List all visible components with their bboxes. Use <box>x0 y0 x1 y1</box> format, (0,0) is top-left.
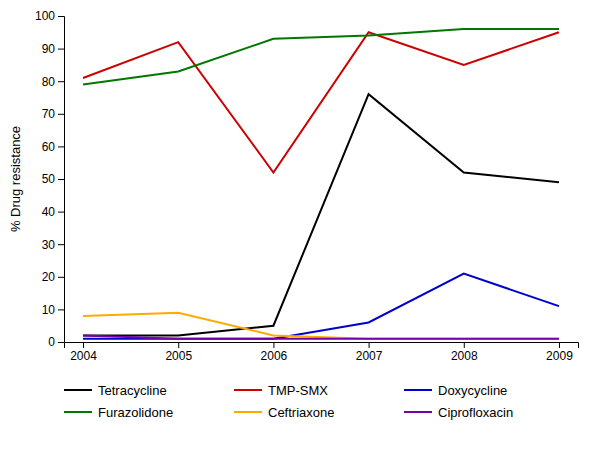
x-tick: 2005 <box>165 342 192 363</box>
y-axis-line <box>58 17 65 343</box>
y-axis: 0 10 20 30 40 50 60 70 80 90 100 <box>35 9 65 349</box>
legend-label: Furazolidone <box>98 405 173 420</box>
x-tick: 2008 <box>451 342 478 363</box>
legend-item: Furazolidone <box>64 405 173 420</box>
legend-item: Tetracycline <box>64 383 167 398</box>
y-tick: 20 <box>42 270 64 284</box>
series-line <box>83 29 559 84</box>
y-tick-label: 40 <box>42 205 56 219</box>
x-axis-line <box>65 343 579 349</box>
legend-item: Doxycycline <box>404 383 507 398</box>
y-tick: 80 <box>42 75 64 89</box>
x-tick-label: 2005 <box>165 349 192 363</box>
x-tick-label: 2007 <box>356 349 383 363</box>
x-tick-label: 2008 <box>451 349 478 363</box>
series-line <box>83 274 559 339</box>
legend-swatch <box>234 411 262 413</box>
y-tick-label: 80 <box>42 75 56 89</box>
x-tick: 2007 <box>356 342 383 363</box>
y-tick: 60 <box>42 140 64 154</box>
legend-item: Ciprofloxacin <box>404 405 513 420</box>
legend-label: Tetracycline <box>98 383 167 398</box>
plot: 2004 2005 2006 2007 2008 2009 0 10 20 30 40 50 60 70 8… <box>8 9 579 419</box>
legend-label: TMP-SMX <box>268 383 328 398</box>
x-tick-label: 2009 <box>546 349 573 363</box>
x-tick-mark <box>464 342 465 348</box>
y-tick: 10 <box>42 303 64 317</box>
legend-label: Ciprofloxacin <box>438 405 513 420</box>
y-tick-label: 10 <box>42 303 56 317</box>
x-tick-mark <box>559 342 560 348</box>
legend-swatch <box>64 389 92 391</box>
series-line <box>83 94 559 335</box>
y-tick: 100 <box>35 9 64 23</box>
series-line <box>83 335 559 338</box>
y-tick: 50 <box>42 172 64 186</box>
legend-swatch <box>64 411 92 413</box>
y-tick: 70 <box>42 107 64 121</box>
y-tick: 30 <box>42 238 64 252</box>
legend-swatch <box>404 411 432 413</box>
y-tick-label: 30 <box>42 238 56 252</box>
y-tick-label: 90 <box>42 42 56 56</box>
legend-swatch <box>404 389 432 391</box>
chart: 2004 2005 2006 2007 2008 2009 0 10 20 30 40 50 60 70 8… <box>0 0 600 454</box>
y-tick-mark <box>58 342 64 343</box>
y-axis-title: % Drug resistance <box>8 126 23 232</box>
x-tick: 2006 <box>261 342 288 363</box>
series-line <box>83 32 559 172</box>
legend-label: Doxycycline <box>438 383 507 398</box>
y-tick-label: 0 <box>48 335 55 349</box>
series-group <box>83 29 559 339</box>
y-tick-mark <box>58 16 64 17</box>
series-line <box>83 313 559 339</box>
y-tick: 40 <box>42 205 64 219</box>
y-tick-label: 20 <box>42 270 56 284</box>
x-tick-label: 2004 <box>70 349 97 363</box>
legend-label: Ceftriaxone <box>268 405 334 420</box>
y-tick-label: 50 <box>42 172 56 186</box>
legend-swatch <box>234 389 262 391</box>
x-tick-mark <box>273 342 274 348</box>
x-tick-label: 2006 <box>261 349 288 363</box>
y-tick-mark <box>58 212 64 213</box>
y-tick-mark <box>58 309 64 310</box>
x-tick-mark <box>83 342 84 348</box>
y-tick-mark <box>58 114 64 115</box>
x-tick: 2004 <box>70 342 97 363</box>
y-tick: 0 <box>48 335 64 349</box>
y-tick-mark <box>58 81 64 82</box>
legend: Tetracycline TMP-SMX Doxycycline Furazolido… <box>64 383 513 420</box>
y-tick-label: 60 <box>42 140 56 154</box>
x-tick: 2009 <box>546 342 573 363</box>
y-tick-mark <box>58 179 64 180</box>
y-tick-mark <box>58 244 64 245</box>
y-tick-label: 100 <box>35 9 55 23</box>
y-tick-mark <box>58 277 64 278</box>
legend-item: TMP-SMX <box>234 383 328 398</box>
x-tick-mark <box>178 342 179 348</box>
y-tick: 90 <box>42 42 64 56</box>
y-tick-mark <box>58 146 64 147</box>
y-tick-label: 70 <box>42 107 56 121</box>
y-tick-mark <box>58 49 64 50</box>
legend-item: Ceftriaxone <box>234 405 334 420</box>
x-tick-mark <box>369 342 370 348</box>
x-axis: 2004 2005 2006 2007 2008 2009 <box>65 342 579 363</box>
